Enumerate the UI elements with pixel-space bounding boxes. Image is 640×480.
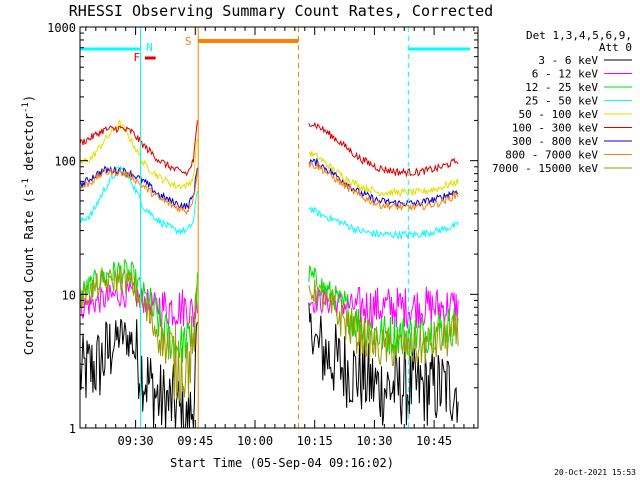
- series-7000-15000-kev-seg1: [80, 268, 198, 404]
- series-100-300-kev-seg2: [308, 121, 459, 178]
- series-50-100-kev-seg2: [308, 150, 459, 197]
- svg-text:Corrected Count Rate (s-1 dete: Corrected Count Rate (s-1 detector-1): [21, 95, 36, 355]
- y-tick-label: 1000: [47, 21, 76, 35]
- y-tick-label: 1: [69, 422, 76, 436]
- legend-entry-label: 50 - 100 keV: [519, 108, 599, 121]
- series-300-800-kev-seg1: [80, 165, 198, 211]
- night-flag-label: N: [146, 41, 153, 54]
- x-axis-label: Start Time (05-Sep-04 09:16:02): [170, 456, 394, 470]
- series-50-100-kev-seg1: [80, 118, 198, 190]
- series-3-6-kev-seg2: [308, 302, 459, 426]
- flare-flag-label: F: [134, 51, 141, 64]
- plot-clipped: [80, 118, 459, 428]
- series-25-50-kev-seg2: [308, 206, 459, 240]
- y-axis-label-exp2: -1: [21, 102, 31, 113]
- series-7000-15000-kev-seg2: [308, 279, 459, 367]
- footer-timestamp: 20-Oct-2021 15:53: [554, 468, 636, 477]
- plot-area: NF S: [80, 27, 471, 428]
- legend-entry-label: 800 - 7000 keV: [505, 149, 598, 162]
- series-25-50-kev-seg1: [80, 165, 198, 236]
- y-axis-label-mid: detector: [22, 113, 36, 178]
- x-tick-label: 09:45: [177, 434, 213, 448]
- series-800-7000-kev-seg2: [308, 161, 459, 212]
- x-tick-label: 10:30: [356, 434, 392, 448]
- chart-title: RHESSI Observing Summary Count Rates, Co…: [69, 2, 493, 20]
- x-tick-label: 10:45: [416, 434, 452, 448]
- y-tick-label: 100: [54, 155, 76, 169]
- legend-entry-label: 3 - 6 keV: [538, 54, 598, 67]
- legend-header-attenuator: Att 0: [599, 41, 632, 54]
- legend-entry-label: 25 - 50 keV: [525, 95, 598, 108]
- legend-entry-label: 100 - 300 keV: [512, 122, 598, 135]
- series-3-6-kev-seg1: [80, 318, 198, 428]
- axes: 1 10 100 1000 09:30 09:45 10:00 10:15 10:30 10:45: [47, 21, 479, 448]
- y-axis-label-main: Corrected Count Rate (s: [22, 189, 36, 355]
- legend-header-detectors: Det 1,3,4,5,6,9,: [526, 29, 632, 42]
- y-axis-label: Corrected Count Rate (s-1 detector-1): [21, 95, 36, 355]
- legend-entry-label: 12 - 25 keV: [525, 81, 598, 94]
- x-tick-label: 10:00: [237, 434, 273, 448]
- legend-entry-label: 300 - 800 keV: [512, 135, 598, 148]
- legend-entry-label: 6 - 12 keV: [532, 68, 599, 81]
- x-tick-label: 09:30: [118, 434, 154, 448]
- plot-frame: [79, 26, 479, 429]
- saa-flag-label: S: [185, 35, 192, 48]
- y-axis-label-end: ): [22, 95, 36, 102]
- series-800-7000-kev-seg1: [80, 167, 198, 215]
- x-tick-label: 10:15: [297, 434, 333, 448]
- legend-entry-label: 7000 - 15000 keV: [492, 162, 598, 175]
- y-axis-label-exp1: -1: [21, 178, 31, 189]
- series-100-300-kev-seg1: [80, 120, 198, 177]
- y-tick-label: 10: [62, 288, 76, 302]
